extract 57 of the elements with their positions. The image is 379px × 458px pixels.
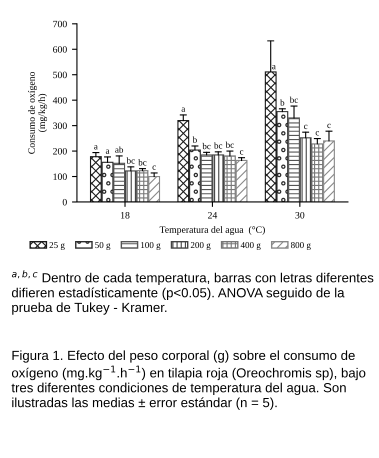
y-tick-label: 300: [53, 122, 67, 130]
data-label: bc: [138, 159, 146, 166]
legend-label: 800 g: [290, 242, 311, 250]
data-label: c: [304, 124, 308, 130]
y-tick-label: 500: [53, 72, 67, 78]
y-tick-label: 600: [53, 46, 67, 53]
y-axis-title: Consumo de oxígeno (mg/kg/h): [28, 72, 48, 154]
bar: [102, 162, 114, 202]
bar: [300, 137, 312, 202]
y-tick-label: 100: [53, 173, 67, 180]
data-label: a: [182, 108, 186, 112]
y-tick-label: 200: [53, 148, 67, 155]
data-label: bc: [126, 157, 135, 164]
legend-label: 25 g: [50, 242, 65, 250]
data-label: bc: [226, 142, 234, 148]
x-tick-label: 30: [295, 212, 304, 219]
data-label: b: [192, 136, 197, 143]
text: $^{a,b,c}$ Dentro de cada temperatura, barras con letras diferentes difieren estadísticamente (p<0.05). ANOVA seguido de la prueba de Tukey - Kramer.: [12, 270, 374, 315]
data-label: c: [316, 131, 320, 136]
data-label: b: [280, 99, 284, 106]
legend-label: 400 g: [240, 242, 261, 250]
bar: [323, 140, 335, 202]
x-tick-label: 18: [121, 212, 130, 219]
text: Figura 1. Efecto del peso corporal (g) sobre el consumo de oxígeno (mg.kg$^{−1}$.h$^{−1}$) en tilapia roja (Oreochromis sp), bajo tres diferentes condiciones de temperatura del agua. Son ilustradas las medias ± error estándar (n = 5).: [12, 350, 366, 410]
y-tick-label: 400: [52, 97, 67, 104]
bar: [288, 117, 300, 202]
data-label: bc: [290, 96, 298, 103]
bar: [264, 71, 277, 202]
x-tick-label: 24: [208, 212, 218, 218]
bar: [189, 150, 201, 202]
bar: [90, 156, 102, 202]
bar: [124, 170, 137, 202]
bar: [276, 111, 288, 202]
data-label: a: [272, 65, 276, 70]
bar: [200, 154, 213, 202]
data-label: a: [106, 149, 110, 154]
bar: [148, 176, 160, 202]
data-label: c: [327, 124, 331, 128]
bar: [236, 160, 248, 202]
bar: [177, 120, 190, 202]
data-label: c: [152, 166, 156, 170]
legend-label: 200 g: [190, 242, 211, 250]
data-label: ab: [115, 146, 124, 153]
y-tick-label: 0: [62, 198, 67, 206]
bar: [311, 143, 324, 202]
data-label: bc: [202, 142, 211, 150]
bar: [224, 155, 236, 202]
bar: [113, 162, 126, 202]
bar: [136, 170, 148, 202]
data-label: c: [240, 150, 244, 155]
legend-label: 100 g: [141, 242, 160, 250]
bar: [212, 154, 224, 202]
data-label: a: [94, 145, 98, 150]
legend-label: 50 g: [95, 242, 110, 250]
data-label: bc: [214, 142, 222, 149]
y-tick-label: 700: [53, 20, 67, 28]
x-axis-title: Temperatura del agua (°C): [160, 226, 265, 235]
